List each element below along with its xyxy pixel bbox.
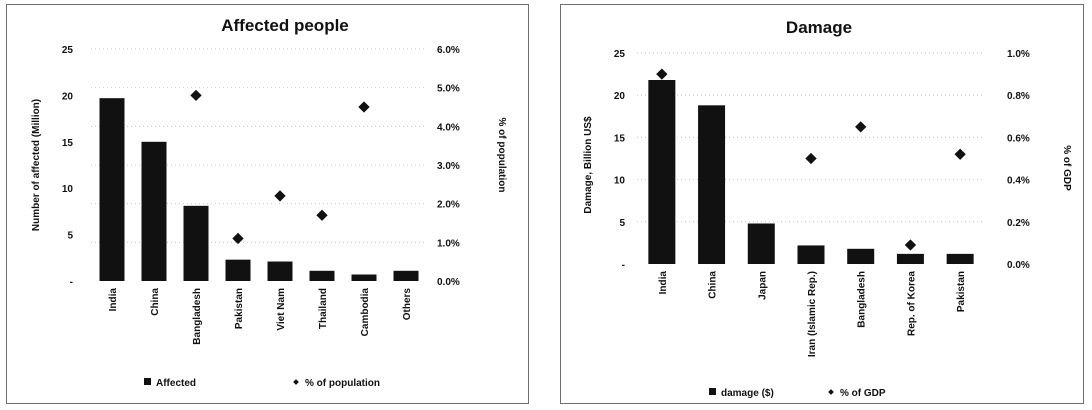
chart-panel-affected-people: Affected people Number of affected (Mill…: [6, 4, 529, 404]
y2-tick-label: 0.2%: [1007, 218, 1030, 229]
category-label: Thailand: [318, 288, 329, 329]
legend-label-damage: damage ($): [721, 388, 774, 399]
y2-axis-title: % of GDP: [1061, 145, 1072, 191]
y2-tick-label: 0.8%: [1007, 91, 1030, 102]
y2-tick-label: 3.0%: [437, 161, 460, 172]
marker-iran-islamic-rep-: [805, 152, 817, 165]
bar-china: [141, 141, 167, 281]
chart-panel-damage: Damage Damage, Billion US$ % of GDP 0.0%…: [560, 4, 1084, 404]
y-tick-label: 15: [62, 138, 74, 149]
y-tick-label: 25: [62, 45, 74, 56]
bar-pakistan: [225, 259, 251, 281]
category-label: Japan: [757, 271, 768, 300]
bar-bangladesh: [847, 248, 875, 264]
bar-iran-islamic-rep-: [797, 245, 825, 264]
y2-tick-label: 0.0%: [437, 277, 460, 288]
marker-rep-of-korea: [904, 239, 917, 251]
y-axis-title: Number of affected (Million): [31, 99, 42, 231]
category-label: Pakistan: [956, 271, 967, 312]
y2-axis-title: % of population: [496, 118, 507, 193]
bar-thailand: [309, 270, 335, 281]
bar-china: [698, 105, 726, 264]
marker-pakistan: [954, 148, 966, 160]
category-label: India: [108, 288, 119, 312]
legend-swatch-affected: [144, 378, 151, 385]
category-label: Cambodia: [360, 288, 371, 337]
y-tick-label: 25: [614, 49, 626, 60]
y2-tick-label: 0.0%: [1007, 260, 1030, 271]
bar-bangladesh: [183, 205, 209, 281]
y-tick-label: 10: [614, 176, 626, 187]
y-tick-label: 5: [67, 231, 73, 242]
legend-marker-gdp: [828, 389, 834, 395]
y2-tick-label: 2.0%: [437, 200, 460, 211]
category-label: Pakistan: [234, 288, 245, 329]
bar-rep-of-korea: [896, 253, 924, 264]
legend-swatch-damage: [709, 388, 716, 395]
y2-tick-label: 6.0%: [437, 45, 460, 56]
category-label: Bangladesh: [857, 271, 868, 328]
legend-label-pct: % of population: [305, 378, 380, 389]
chart-damage: Damage Damage, Billion US$ % of GDP 0.0%…: [583, 18, 1072, 399]
y-axis-title: Damage, Billion US$: [583, 116, 594, 214]
marker-cambodia: [358, 101, 370, 113]
y2-tick-label: 0.4%: [1007, 176, 1030, 187]
category-label: Iran (Islamic Rep.): [807, 271, 818, 357]
bar-viet-nam: [267, 261, 293, 281]
category-label: Rep. of Korea: [906, 271, 917, 336]
chart-affected-people: Affected people Number of affected (Mill…: [31, 16, 507, 389]
chart-title: Damage: [786, 18, 852, 37]
y2-tick-label: 5.0%: [437, 84, 460, 95]
y-tick-label: 15: [614, 133, 626, 144]
category-label: Viet Nam: [276, 288, 287, 331]
chart-title: Affected people: [221, 16, 349, 35]
bar-cambodia: [351, 274, 377, 281]
y2-tick-label: 4.0%: [437, 122, 460, 133]
category-label: China: [150, 288, 161, 316]
marker-india: [656, 68, 668, 80]
legend: damage ($) % of GDP: [709, 388, 886, 399]
y2-tick-label: 1.0%: [1007, 49, 1030, 60]
y2-tick-label: 0.6%: [1007, 133, 1030, 144]
legend-marker-pct: [293, 379, 299, 385]
category-label: India: [658, 271, 669, 295]
bar-others: [393, 270, 419, 281]
marker-bangladesh: [190, 89, 202, 102]
y-tick-label: 5: [619, 218, 625, 229]
marker-pakistan: [232, 232, 244, 245]
y-tick-label: -: [622, 260, 625, 271]
marker-viet-nam: [274, 190, 286, 202]
category-label: Bangladesh: [192, 288, 203, 345]
category-label: China: [708, 271, 719, 299]
y-tick-label: 10: [62, 184, 74, 195]
marker-bangladesh: [855, 121, 867, 133]
y-tick-label: 20: [62, 91, 74, 102]
y2-tick-label: 1.0%: [437, 238, 460, 249]
legend-label-gdp: % of GDP: [840, 388, 886, 399]
y-tick-label: -: [70, 277, 73, 288]
category-label: Others: [402, 288, 413, 321]
y-tick-label: 20: [614, 91, 626, 102]
legend-label-affected: Affected: [156, 378, 196, 389]
bar-pakistan: [946, 253, 974, 264]
marker-thailand: [316, 209, 328, 221]
bar-india: [648, 80, 676, 265]
legend: Affected % of population: [144, 378, 380, 389]
bar-japan: [747, 223, 775, 264]
bar-india: [99, 98, 125, 282]
